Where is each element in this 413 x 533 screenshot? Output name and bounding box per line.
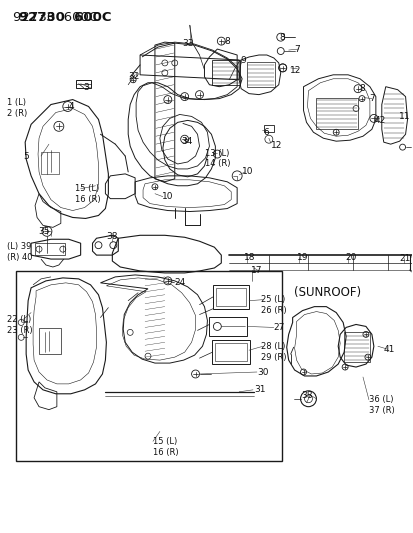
Text: 38: 38 (106, 232, 118, 241)
Bar (16, 271, 281, 461)
Text: (SUNROOF): (SUNROOF) (293, 286, 360, 299)
Bar (35, 243, 64, 255)
Text: 15 (L): 15 (L) (74, 184, 99, 193)
Text: 92730  600C: 92730 600C (19, 11, 112, 24)
Text: 31: 31 (254, 385, 265, 394)
Bar (39, 328, 61, 354)
Text: 7: 7 (368, 94, 374, 103)
Text: 24: 24 (174, 278, 185, 287)
Text: 30: 30 (256, 367, 268, 376)
Bar (216, 288, 245, 305)
Text: 13 (L): 13 (L) (205, 149, 229, 158)
Text: 33: 33 (182, 38, 194, 47)
Text: 10: 10 (161, 192, 173, 201)
Text: 41: 41 (383, 345, 394, 354)
Text: 10: 10 (242, 167, 253, 176)
Text: 12: 12 (289, 66, 300, 75)
Text: 19: 19 (296, 253, 307, 262)
Text: 8: 8 (279, 33, 285, 42)
Text: 16 (R): 16 (R) (152, 448, 178, 457)
Text: 17: 17 (250, 266, 262, 276)
Text: 11: 11 (398, 112, 409, 121)
Bar (212, 60, 240, 85)
Text: 36 (L): 36 (L) (368, 395, 392, 404)
Text: 34: 34 (181, 136, 192, 146)
Text: 92730  600C: 92730 600C (13, 11, 98, 24)
Text: 1 (L): 1 (L) (7, 98, 26, 107)
Text: 32: 32 (128, 72, 139, 82)
Bar (215, 343, 247, 361)
Text: 20: 20 (344, 253, 356, 262)
Text: 14 (R): 14 (R) (205, 159, 230, 168)
Text: 21: 21 (399, 254, 410, 263)
Text: 42: 42 (374, 116, 385, 125)
Bar (263, 125, 273, 132)
Bar (212, 340, 249, 364)
Text: 12: 12 (270, 141, 282, 150)
Text: 6: 6 (262, 128, 268, 137)
Text: 15 (L): 15 (L) (152, 437, 177, 446)
Bar (76, 80, 90, 88)
Text: 16 (R): 16 (R) (74, 195, 100, 204)
Text: 4: 4 (69, 102, 74, 111)
Bar (316, 98, 357, 130)
Text: 37 (R): 37 (R) (368, 406, 394, 415)
Text: 22 (L): 22 (L) (7, 315, 31, 324)
Text: 25 (L): 25 (L) (260, 295, 285, 304)
Text: 35: 35 (38, 227, 50, 236)
Text: 2 (R): 2 (R) (7, 109, 28, 118)
Text: 27: 27 (273, 323, 285, 332)
Text: 7: 7 (294, 45, 300, 53)
Bar (343, 333, 369, 362)
Text: 8: 8 (358, 84, 364, 93)
Text: (R) 40: (R) 40 (7, 253, 33, 262)
Bar (247, 62, 274, 87)
Text: 5: 5 (23, 151, 29, 160)
Text: 28 (L): 28 (L) (260, 342, 285, 351)
Text: 8: 8 (224, 37, 230, 46)
Bar (213, 285, 249, 309)
Bar (41, 152, 59, 174)
Bar (209, 317, 247, 336)
Text: 9: 9 (240, 56, 245, 66)
Text: 38: 38 (301, 391, 312, 400)
Text: 23 (R): 23 (R) (7, 326, 33, 335)
Text: 26 (R): 26 (R) (260, 306, 286, 315)
Text: 3: 3 (83, 83, 89, 92)
Text: 29 (R): 29 (R) (260, 353, 286, 362)
Text: (L) 39: (L) 39 (7, 241, 32, 251)
Text: 18: 18 (244, 253, 255, 262)
